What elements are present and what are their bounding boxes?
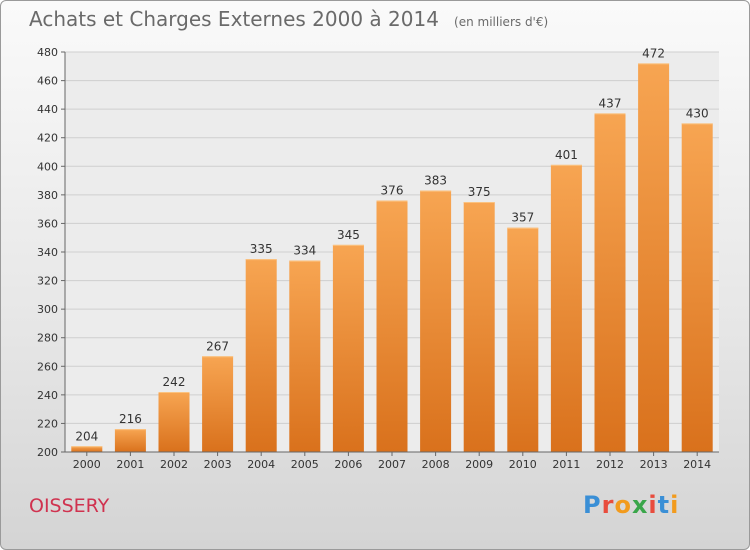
logo-letter: i: [648, 491, 658, 519]
x-tick-label: 2002: [160, 458, 188, 471]
bar-value-label: 345: [337, 228, 360, 242]
bar-2006: [332, 244, 364, 452]
y-tick-label: 320: [37, 275, 58, 288]
y-tick-label: 340: [37, 246, 58, 259]
y-tick-label: 420: [37, 132, 58, 145]
bar-2000: [71, 446, 103, 452]
y-tick-label: 200: [37, 446, 58, 459]
bar-2004: [245, 259, 277, 452]
x-tick-label: 2013: [640, 458, 668, 471]
x-tick-label: 2006: [334, 458, 362, 471]
bar-2002: [158, 392, 190, 452]
bar-value-label: 376: [381, 184, 404, 198]
bar-value-label: 242: [163, 375, 186, 389]
x-tick-label: 2000: [73, 458, 101, 471]
bar-2007: [376, 200, 408, 452]
x-tick-label: 2004: [247, 458, 275, 471]
town-name: OISSERY: [29, 495, 110, 517]
x-tick-label: 2003: [204, 458, 232, 471]
x-tick-label: 2007: [378, 458, 406, 471]
bar-value-label: 401: [555, 148, 578, 162]
bar-2008: [420, 190, 452, 453]
chart-title: Achats et Charges Externes 2000 à 2014: [29, 7, 439, 31]
bar-2005: [289, 260, 321, 452]
title-row: Achats et Charges Externes 2000 à 2014 (…: [29, 7, 548, 31]
bar-2003: [202, 356, 234, 452]
y-tick-label: 300: [37, 303, 58, 316]
bar-2009: [463, 202, 495, 452]
bar-value-label: 472: [642, 46, 665, 60]
bar-value-label: 216: [119, 412, 142, 426]
y-tick-label: 380: [37, 189, 58, 202]
bar-2001: [114, 429, 146, 452]
y-tick-label: 480: [37, 46, 58, 59]
y-tick-label: 280: [37, 332, 58, 345]
bars: 204 216 242 267 335 334 345 376 383 375 357 401 437 4…: [71, 46, 713, 453]
logo-letter: o: [614, 491, 632, 519]
y-tick-label: 260: [37, 360, 58, 373]
x-tick-label: 2010: [509, 458, 537, 471]
y-tick-label: 220: [37, 417, 58, 430]
x-tick-label: 2008: [422, 458, 450, 471]
x-tick-label: 2012: [596, 458, 624, 471]
bar-value-label: 437: [599, 96, 622, 110]
bar-value-label: 357: [511, 211, 534, 225]
chart-unit: (en milliers d'€): [454, 15, 549, 29]
logo-letter: r: [601, 491, 615, 519]
axes: 200 220 240 260 280 300 320 340 360 380 400 420 440 4…: [37, 46, 719, 471]
x-tick-label: 2005: [291, 458, 319, 471]
x-tick-label: 2014: [683, 458, 711, 471]
y-tick-label: 400: [37, 160, 58, 173]
x-tick-label: 2011: [552, 458, 580, 471]
bar-value-label: 334: [293, 244, 316, 258]
bar-value-label: 430: [686, 106, 709, 120]
bar-2013: [638, 63, 670, 453]
bar-2011: [550, 164, 582, 452]
y-tick-label: 360: [37, 217, 58, 230]
bar-2014: [681, 123, 713, 452]
logo-letter: x: [631, 491, 649, 519]
proxiti-logo[interactable]: Proxiti: [583, 491, 679, 519]
y-tick-label: 440: [37, 103, 58, 116]
bar-value-label: 383: [424, 174, 447, 188]
bar-value-label: 267: [206, 339, 229, 353]
logo-letter: t: [657, 491, 671, 519]
bar-value-label: 335: [250, 242, 273, 256]
x-tick-label: 2001: [116, 458, 144, 471]
y-tick-label: 460: [37, 75, 58, 88]
y-tick-label: 240: [37, 389, 58, 402]
bar-2010: [507, 227, 539, 452]
bar-value-label: 375: [468, 185, 491, 199]
logo-letter: P: [583, 491, 602, 519]
bar-2012: [594, 113, 626, 452]
bar-value-label: 204: [75, 429, 98, 443]
x-tick-label: 2009: [465, 458, 493, 471]
logo-letter: i: [670, 491, 680, 519]
